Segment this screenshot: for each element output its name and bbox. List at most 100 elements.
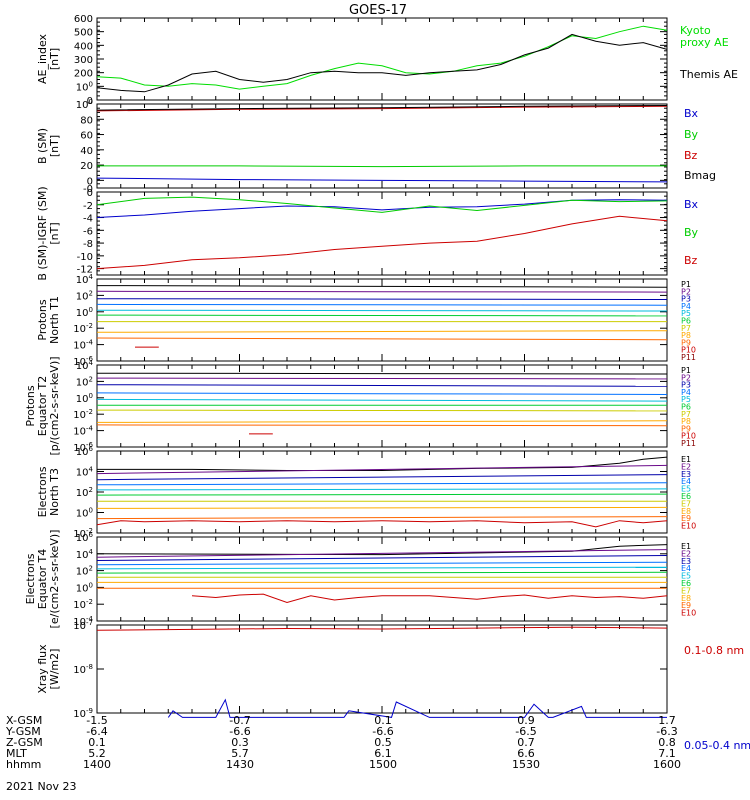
y-tick-label: 106: [76, 445, 94, 458]
legend-entry: P9: [681, 338, 691, 347]
series-line-e6: [96, 571, 668, 574]
legend-entry: E10: [681, 522, 696, 531]
panel-frame: [96, 536, 668, 622]
y-tick-label: 600: [74, 14, 93, 25]
panels-group: 0100200300400500600AE_index[nT]Kyotoprox…: [24, 14, 750, 752]
chart-title: GOES-17: [349, 3, 407, 18]
series-line-e9: [96, 516, 668, 520]
series-line-e10: [191, 593, 668, 604]
series-line-p4: [96, 303, 668, 306]
legend-entry: Kyoto: [680, 24, 711, 37]
series-line-e10: [96, 520, 668, 528]
legend-entry: E3: [681, 557, 691, 566]
panel-frame: [96, 17, 668, 101]
series-line-p5: [96, 309, 668, 312]
series-line-p7: [96, 409, 668, 412]
y-tick-label: 0: [87, 96, 93, 107]
legend-entry: P9: [681, 424, 691, 433]
panel-frame: [96, 103, 668, 189]
y-tick-label: 10-6: [73, 441, 93, 454]
series-line-by: [96, 196, 668, 213]
series-line-e8: [96, 506, 668, 509]
series-line-e5: [96, 488, 668, 491]
series-line-bz: [96, 215, 668, 270]
series-line-e2: [96, 549, 668, 558]
ephemeris-value: 1400: [83, 758, 111, 771]
legend-entry: P7: [681, 324, 691, 333]
series-line-p9: [96, 337, 668, 341]
legend-entry: Bmag: [684, 169, 716, 182]
legend-entry: Bz: [684, 254, 698, 267]
legend-entry: P2: [681, 287, 691, 296]
legend-entry: P3: [681, 295, 691, 304]
series-line-e2: [96, 464, 668, 475]
panel-frame: [96, 624, 668, 714]
ephemeris-value: 0.9: [517, 714, 535, 727]
legend-entry: E9: [681, 601, 691, 610]
ephemeris-value: -0.7: [229, 714, 250, 727]
legend-entry: E9: [681, 514, 691, 523]
legend-entry: By: [684, 128, 699, 141]
legend-entry: E4: [681, 564, 691, 573]
ephemeris-value: -6.6: [229, 725, 250, 738]
ephemeris-value: 7.1: [658, 747, 676, 760]
ephemeris-row-label: Y-GSM: [5, 725, 41, 738]
legend-entry: P3: [681, 381, 691, 390]
legend-entry: E2: [681, 549, 691, 558]
y-tick-label: 10-4: [73, 339, 93, 352]
panel-frame: [96, 364, 668, 448]
y-tick-label: 300: [74, 55, 93, 66]
ephemeris-value: 0.3: [231, 736, 249, 749]
ephemeris-value: 0.1: [374, 714, 392, 727]
series-line-e5: [96, 566, 668, 570]
y-axis-label: AE_index[nT]: [36, 33, 61, 84]
series-line-bx: [96, 177, 668, 183]
y-tick-label: 400: [74, 41, 93, 52]
legend-entry: P8: [681, 417, 691, 426]
series-line-p9: [96, 424, 668, 427]
ephemeris-value: 1530: [512, 758, 540, 771]
legend-entry: P11: [681, 353, 696, 362]
legend-entry: P5: [681, 309, 691, 318]
legend-entry: By: [684, 226, 699, 239]
series-line-bz: [96, 105, 668, 112]
y-tick-label: 104: [76, 466, 94, 479]
y-tick-label: -4: [83, 214, 93, 225]
ephemeris-value: 5.7: [231, 747, 249, 760]
legend-entry: P7: [681, 410, 691, 419]
series-line-e6: [96, 493, 668, 496]
y-tick-label: 100: [76, 581, 93, 594]
legend-entry: E7: [681, 499, 691, 508]
legend-entry: E3: [681, 470, 691, 479]
series-line-p6: [96, 314, 668, 317]
series-line-bmag: [96, 105, 668, 111]
y-tick-label: 10-2: [73, 322, 93, 335]
panel-5: 10-6 10-4 10-2 100 102 104 ProtonsEquator T2[p…: [24, 356, 696, 455]
ephemeris-value: 0.1: [88, 736, 106, 749]
y-tick-label: 10-4: [73, 425, 93, 438]
y-tick-label: 100: [76, 507, 93, 520]
legend-entry: E10: [681, 609, 696, 618]
series-line-p1: [96, 285, 668, 288]
series-line-p2: [96, 377, 668, 380]
series-line-by: [97, 165, 667, 168]
y-tick-label: -12: [77, 265, 93, 276]
legend-entry: proxy AE: [680, 36, 729, 49]
ephemeris-value: 0.7: [517, 736, 535, 749]
series-line-e4: [96, 561, 668, 566]
legend-entry: P10: [681, 346, 696, 355]
ephemeris-value: -6.6: [372, 725, 393, 738]
y-tick-label: -2: [83, 201, 93, 212]
y-tick-label: -6: [83, 226, 93, 237]
legend-entry: P1: [681, 366, 691, 375]
legend-entry: P4: [681, 388, 691, 397]
legend-entry: E4: [681, 477, 691, 486]
y-tick-label: -10: [77, 252, 93, 263]
y-tick-label: 104: [76, 548, 94, 561]
y-tick-label: -0: [83, 184, 93, 195]
legend-entry: P8: [681, 331, 691, 340]
legend-entry: P1: [681, 280, 691, 289]
legend-entry: E1: [681, 542, 691, 551]
y-tick-label: 106: [76, 531, 94, 544]
